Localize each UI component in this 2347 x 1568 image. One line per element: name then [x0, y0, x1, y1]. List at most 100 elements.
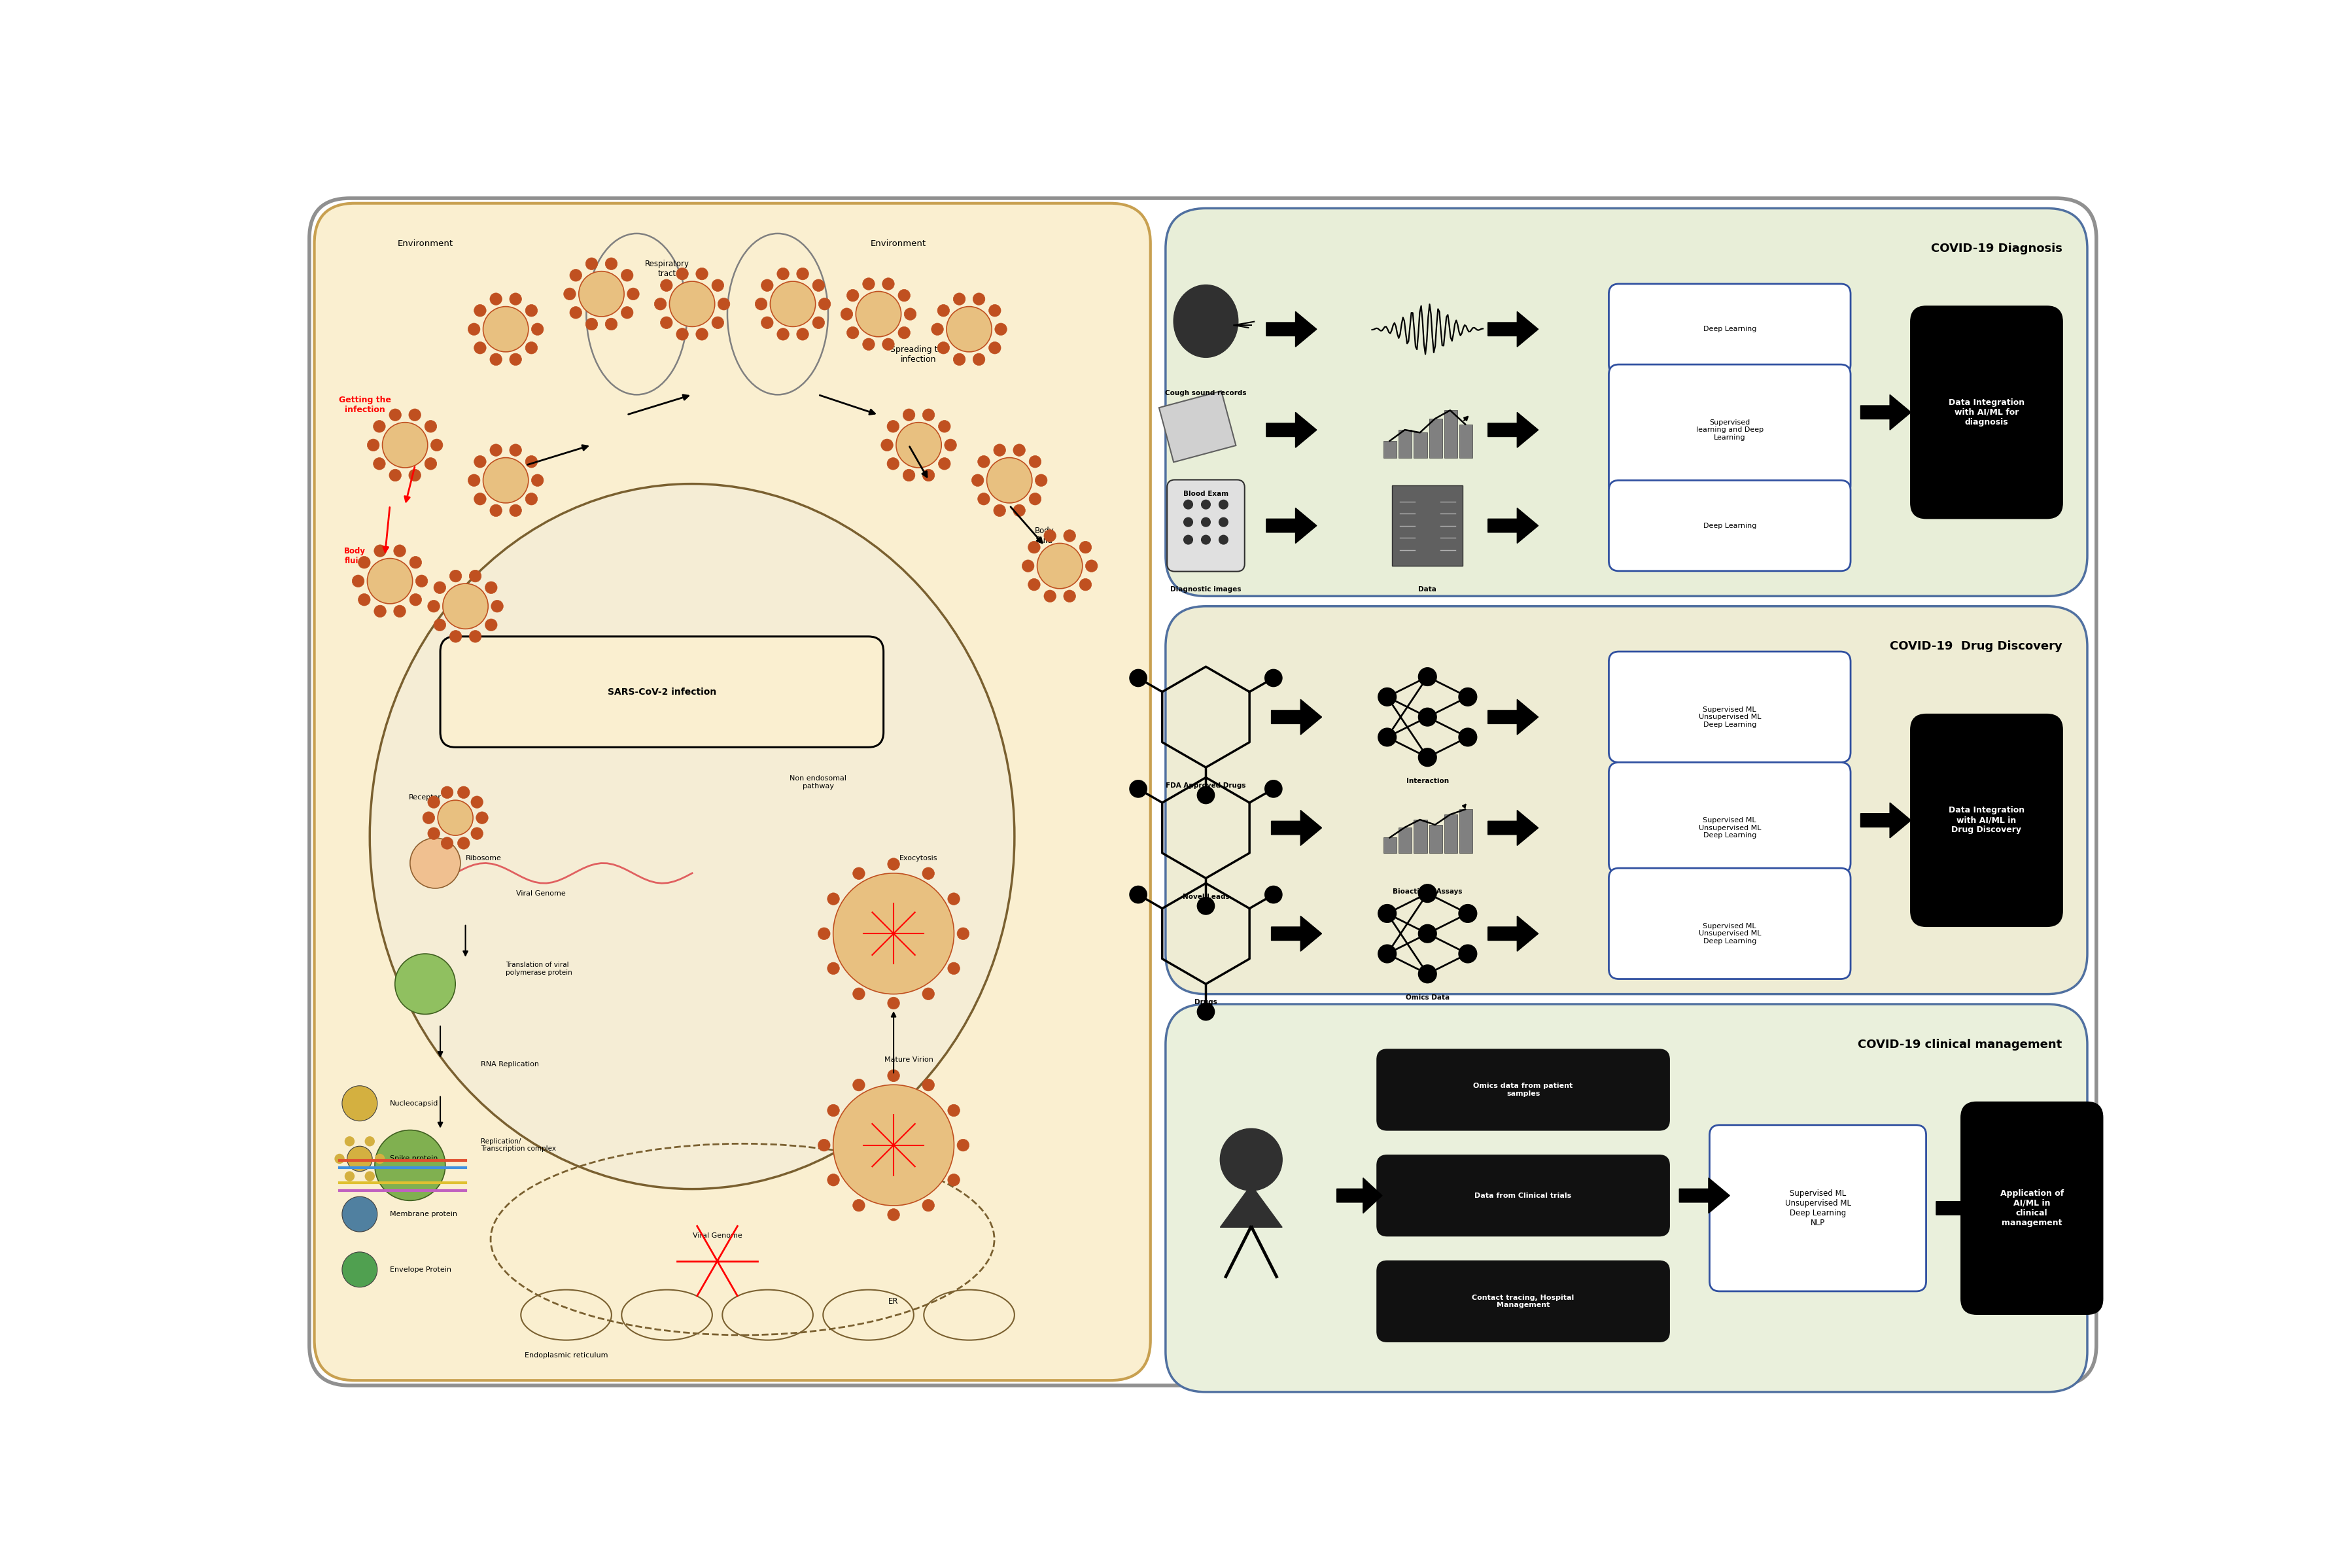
FancyBboxPatch shape [314, 204, 1150, 1380]
Text: Deep Learning: Deep Learning [1704, 326, 1756, 332]
Circle shape [364, 1171, 376, 1181]
Circle shape [880, 439, 894, 452]
Circle shape [606, 318, 617, 331]
Circle shape [425, 458, 437, 470]
Circle shape [887, 997, 899, 1010]
Circle shape [932, 323, 943, 336]
Text: Supervised
learning and Deep
Learning: Supervised learning and Deep Learning [1697, 419, 1763, 441]
Circle shape [979, 456, 990, 467]
Bar [1443, 411, 1457, 458]
Circle shape [526, 342, 537, 354]
Circle shape [408, 594, 422, 605]
Circle shape [343, 1085, 378, 1121]
Circle shape [852, 1079, 866, 1091]
Circle shape [408, 409, 420, 420]
Circle shape [864, 278, 875, 290]
FancyBboxPatch shape [1962, 1102, 2103, 1314]
Circle shape [509, 293, 521, 306]
Text: Diagnostic images: Diagnostic images [1171, 586, 1242, 593]
Text: Data: Data [1418, 586, 1436, 593]
Circle shape [840, 307, 852, 320]
Polygon shape [1861, 803, 1910, 837]
Circle shape [408, 469, 420, 481]
Circle shape [458, 837, 469, 850]
Circle shape [411, 837, 460, 889]
FancyBboxPatch shape [1166, 209, 2086, 596]
Circle shape [425, 420, 437, 433]
Text: Interaction: Interaction [1406, 778, 1448, 784]
FancyBboxPatch shape [1608, 284, 1849, 375]
Bar [1413, 820, 1427, 853]
Circle shape [1202, 500, 1211, 510]
Circle shape [1418, 668, 1436, 685]
Polygon shape [1488, 916, 1537, 952]
Circle shape [1418, 748, 1436, 767]
Circle shape [1378, 688, 1396, 706]
Circle shape [563, 289, 575, 299]
Circle shape [373, 420, 385, 433]
FancyBboxPatch shape [310, 198, 2096, 1386]
Text: Spreading the
infection: Spreading the infection [890, 345, 948, 364]
Circle shape [887, 420, 899, 433]
Polygon shape [1272, 811, 1321, 845]
Circle shape [1418, 709, 1436, 726]
Circle shape [993, 444, 1005, 456]
Text: FDA Approved Drugs: FDA Approved Drugs [1166, 782, 1246, 789]
Circle shape [922, 1079, 934, 1091]
Circle shape [491, 293, 502, 306]
Ellipse shape [371, 485, 1014, 1189]
Text: Cough sound records: Cough sound records [1164, 389, 1246, 397]
Circle shape [904, 409, 915, 420]
Text: Deep Learning: Deep Learning [1704, 522, 1756, 528]
Circle shape [1418, 925, 1436, 942]
Circle shape [1183, 517, 1192, 527]
Text: Exocytosis: Exocytosis [899, 855, 939, 861]
Text: Membrane protein: Membrane protein [390, 1210, 458, 1217]
Circle shape [1197, 786, 1216, 804]
Circle shape [1218, 517, 1227, 527]
Circle shape [660, 279, 674, 292]
Circle shape [394, 605, 406, 618]
FancyBboxPatch shape [441, 637, 882, 748]
Circle shape [979, 492, 990, 505]
Text: Supervised ML
Unsupervised ML
Deep Learning: Supervised ML Unsupervised ML Deep Learn… [1699, 817, 1760, 839]
FancyBboxPatch shape [1910, 306, 2063, 517]
Circle shape [422, 812, 434, 823]
Circle shape [474, 456, 486, 467]
Text: Replication/
Transcription complex: Replication/ Transcription complex [481, 1138, 556, 1152]
Circle shape [427, 828, 439, 839]
Circle shape [343, 1196, 378, 1232]
Circle shape [491, 444, 502, 456]
Polygon shape [1267, 312, 1317, 347]
Text: Supervised ML
Unsupervised ML
Deep Learning: Supervised ML Unsupervised ML Deep Learn… [1699, 924, 1760, 944]
Circle shape [1218, 500, 1227, 510]
Circle shape [491, 601, 502, 612]
Circle shape [580, 271, 624, 317]
Circle shape [1028, 579, 1040, 591]
Circle shape [974, 293, 986, 306]
Text: Environment: Environment [397, 240, 453, 248]
Circle shape [711, 317, 723, 329]
Circle shape [948, 1104, 960, 1116]
Circle shape [760, 317, 772, 329]
Circle shape [1460, 688, 1476, 706]
Circle shape [936, 304, 951, 317]
Circle shape [819, 1138, 831, 1151]
Polygon shape [1272, 699, 1321, 735]
Circle shape [408, 557, 422, 569]
Circle shape [627, 289, 638, 299]
Circle shape [345, 1171, 354, 1181]
Text: Contact tracing, Hospital
Management: Contact tracing, Hospital Management [1472, 1294, 1575, 1308]
Polygon shape [1488, 412, 1537, 447]
Circle shape [570, 270, 582, 281]
Text: Omics data from patient
samples: Omics data from patient samples [1474, 1083, 1572, 1098]
Polygon shape [1488, 508, 1537, 543]
Polygon shape [1267, 412, 1317, 447]
Bar [1429, 419, 1441, 458]
Circle shape [1197, 897, 1216, 916]
Circle shape [458, 786, 469, 798]
Circle shape [770, 281, 814, 326]
Circle shape [526, 456, 537, 467]
Circle shape [364, 1137, 376, 1146]
Circle shape [711, 279, 723, 292]
